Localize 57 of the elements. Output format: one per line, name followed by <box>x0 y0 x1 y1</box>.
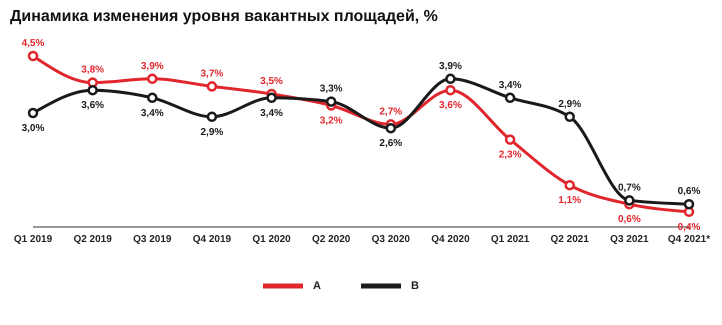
point <box>206 112 218 122</box>
point <box>564 180 575 190</box>
data-label: 3,4% <box>260 108 284 119</box>
x-tick-label: Q4 2021* <box>668 234 710 246</box>
point <box>147 74 158 84</box>
point <box>266 92 277 104</box>
chart-title: Динамика изменения уровня вакантных площадей, % <box>10 8 439 26</box>
data-label: 4,5% <box>22 38 45 49</box>
x-tick-label: Q2 2021 <box>550 234 590 246</box>
legend-label: A <box>313 280 321 292</box>
data-label: 0,6% <box>678 186 701 198</box>
point <box>445 84 456 96</box>
data-label: 0,4% <box>678 222 701 233</box>
data-label: 3,9% <box>439 60 462 72</box>
x-tick-label: Q4 2020 <box>431 234 470 246</box>
data-label: 1,1% <box>558 195 582 206</box>
data-label: 3,6% <box>81 100 104 112</box>
legend-label: B <box>411 280 419 292</box>
x-tick-label: Q1 2020 <box>252 234 292 246</box>
x-tick-label: Q3 2019 <box>133 234 172 246</box>
data-label: 2,3% <box>498 150 522 161</box>
data-label: 2,6% <box>379 138 402 150</box>
data-label: 3,8% <box>81 64 104 76</box>
data-label: 3,5% <box>260 76 284 87</box>
point <box>147 92 158 104</box>
data-label: 3,9% <box>140 60 164 72</box>
data-label: 3,7% <box>200 68 224 80</box>
data-label: 0,6% <box>618 214 641 226</box>
x-tick-label: Q1 2019 <box>14 234 53 246</box>
point <box>28 50 38 62</box>
data-label: 3,4% <box>498 80 522 91</box>
point <box>326 96 336 107</box>
data-label: 3,6% <box>439 100 462 112</box>
point <box>684 198 694 210</box>
data-label: 3,3% <box>320 84 343 95</box>
x-tick-label: Q1 2021 <box>490 234 530 246</box>
data-label: 3,4% <box>140 108 164 119</box>
point <box>504 92 516 104</box>
data-label: 2,9% <box>200 126 224 138</box>
data-label: 3,0% <box>22 123 45 134</box>
point <box>445 74 456 84</box>
data-label: 2,9% <box>558 98 582 110</box>
point <box>87 84 98 96</box>
point <box>28 108 38 118</box>
point <box>624 195 635 206</box>
point <box>564 112 575 122</box>
x-tick-label: Q2 2020 <box>312 234 351 246</box>
point <box>386 122 396 134</box>
data-label: 0,7% <box>618 182 641 194</box>
data-label: 3,2% <box>320 115 343 126</box>
x-tick-label: Q4 2019 <box>192 234 232 246</box>
data-label: 2,7% <box>379 106 402 118</box>
point <box>504 134 516 145</box>
x-tick-label: Q3 2020 <box>372 234 410 246</box>
point <box>206 81 218 92</box>
x-tick-label: Q3 2021 <box>610 234 649 246</box>
x-tick-label: Q2 2019 <box>73 234 112 246</box>
